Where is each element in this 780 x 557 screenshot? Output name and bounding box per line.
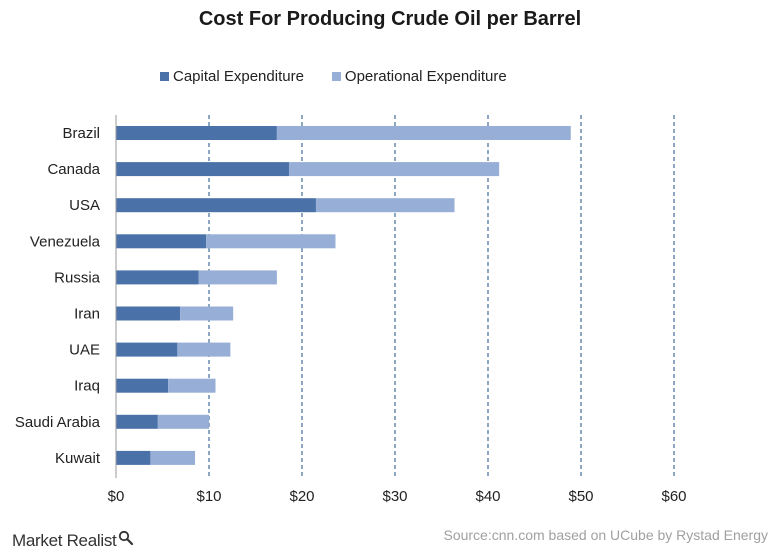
bar-capital-russia (116, 270, 199, 285)
category-label-saudi-arabia: Saudi Arabia (15, 414, 101, 431)
legend-label-operational: Operational Expenditure (344, 68, 507, 85)
bar-capital-kuwait (116, 450, 151, 465)
x-tick-label-30: $30 (382, 488, 407, 505)
brand-name: Market Realist (12, 530, 117, 550)
legend-swatch-operational (331, 72, 341, 81)
x-tick-label-60: $60 (661, 488, 686, 505)
bar-capital-brazil (116, 126, 277, 140)
bar-capital-usa (116, 198, 316, 213)
bar-capital-uae (116, 342, 178, 357)
x-tick-label-0: $0 (108, 488, 125, 505)
bar-capital-canada (116, 162, 289, 177)
legend-item-capital: Capital Expenditure (160, 68, 304, 85)
bar-operational-brazil (276, 126, 571, 140)
source-note: Source:cnn.com based on UCube by Rystad … (443, 527, 768, 543)
category-label-iraq: Iraq (74, 378, 100, 395)
x-tick-label-40: $40 (475, 488, 500, 505)
chart-legend: Capital Expenditure Operational Expendit… (160, 68, 535, 85)
bar-operational-venezuela (206, 234, 336, 249)
bar-capital-venezuela (116, 234, 207, 249)
category-label-russia: Russia (54, 269, 101, 286)
bar-capital-iraq (116, 378, 169, 393)
category-label-brazil: Brazil (62, 125, 100, 142)
category-label-iran: Iran (74, 306, 100, 323)
category-label-usa: USA (69, 197, 100, 214)
bar-operational-russia (198, 270, 277, 285)
x-tick-label-50: $50 (568, 488, 593, 505)
bar-operational-saudi-arabia (157, 414, 209, 429)
bar-operational-uae (177, 342, 231, 357)
bar-operational-usa (315, 198, 455, 213)
category-label-uae: UAE (69, 342, 100, 359)
chart-title: Cost For Producing Crude Oil per Barrel (198, 8, 582, 30)
x-tick-label-20: $20 (289, 488, 314, 505)
bar-operational-canada (288, 162, 500, 177)
bar-operational-iraq (168, 378, 216, 393)
brand-logo: Market Realist (12, 530, 134, 551)
bar-operational-iran (180, 306, 234, 321)
bar-capital-iran (116, 306, 181, 321)
legend-item-operational: Operational Expenditure (331, 68, 507, 85)
legend-label-capital: Capital Expenditure (173, 68, 304, 85)
x-tick-label-10: $10 (196, 488, 221, 505)
category-label-venezuela: Venezuela (30, 233, 101, 250)
category-label-kuwait: Kuwait (55, 450, 101, 467)
bar-operational-kuwait (150, 450, 196, 465)
magnifier-icon (118, 530, 134, 551)
category-label-canada: Canada (47, 161, 100, 178)
legend-swatch-capital (160, 72, 169, 81)
bar-capital-saudi-arabia (116, 414, 158, 429)
